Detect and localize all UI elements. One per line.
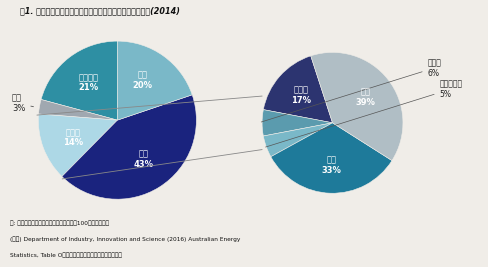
Wedge shape bbox=[39, 100, 117, 120]
Wedge shape bbox=[117, 41, 192, 120]
Wedge shape bbox=[270, 123, 391, 193]
Wedge shape bbox=[41, 41, 117, 120]
Text: Statistics, Table Oより住友商事グローバルリサーチ作成: Statistics, Table Oより住友商事グローバルリサーチ作成 bbox=[10, 252, 122, 258]
Text: 石炭
43%: 石炭 43% bbox=[134, 150, 154, 169]
Wedge shape bbox=[262, 110, 332, 136]
Text: 水力
39%: 水力 39% bbox=[355, 87, 375, 107]
Wedge shape bbox=[310, 52, 402, 160]
Wedge shape bbox=[38, 114, 117, 176]
Text: 褐炭
20%: 褐炭 20% bbox=[133, 70, 152, 90]
Text: 再エネ
14%: 再エネ 14% bbox=[63, 128, 83, 147]
Wedge shape bbox=[62, 95, 196, 199]
Wedge shape bbox=[263, 56, 332, 123]
Text: 石油
3%: 石油 3% bbox=[12, 94, 33, 113]
Text: 注: 四捨五入により各部門の比率の合計は100にならない。: 注: 四捨五入により各部門の比率の合計は100にならない。 bbox=[10, 220, 108, 226]
Text: 図1. 燃料別発電量に占める再エネ発電量の比率とその内訳(2014): 図1. 燃料別発電量に占める再エネ発電量の比率とその内訳(2014) bbox=[20, 7, 179, 16]
Text: バイオガス
5%: バイオガス 5% bbox=[265, 79, 462, 147]
Text: バガス
6%: バガス 6% bbox=[261, 58, 441, 122]
Text: 天然ガス
21%: 天然ガス 21% bbox=[78, 73, 98, 92]
Wedge shape bbox=[263, 123, 332, 157]
Text: 風力
33%: 風力 33% bbox=[321, 155, 341, 175]
Text: (出所) Department of Industry, Innovation and Science (2016) Australian Energy: (出所) Department of Industry, Innovation … bbox=[10, 236, 240, 242]
Text: 太陽光
17%: 太陽光 17% bbox=[290, 85, 310, 105]
